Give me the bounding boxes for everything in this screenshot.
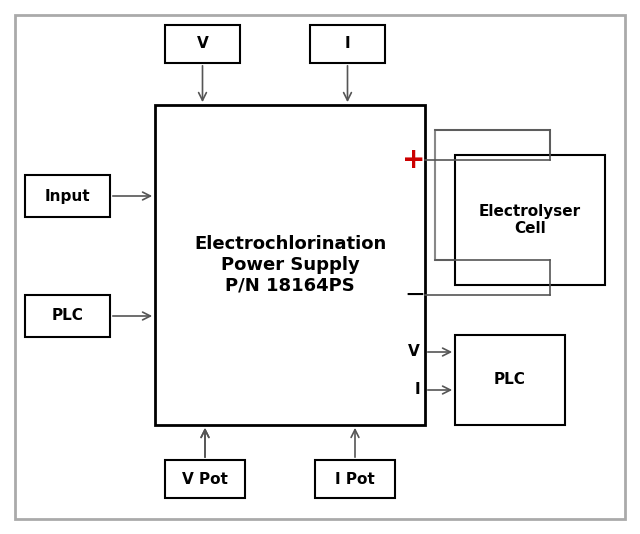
Bar [165,25,240,63]
Text: V: V [408,344,420,359]
Bar [25,175,110,217]
Text: I: I [345,36,350,51]
Text: Electrolyser
Cell: Electrolyser Cell [479,204,581,236]
Text: I: I [414,382,420,397]
Text: +: + [402,146,425,174]
Text: −: − [404,283,425,307]
Text: I Pot: I Pot [335,472,375,486]
Bar [435,130,550,260]
Text: PLC: PLC [52,309,83,324]
Bar [310,25,385,63]
Bar [455,335,565,425]
Text: PLC: PLC [494,373,526,388]
Text: V: V [196,36,209,51]
Bar [155,105,425,425]
Bar [315,460,395,498]
Bar [455,155,605,285]
Text: V Pot: V Pot [182,472,228,486]
Bar [25,295,110,337]
Text: Input: Input [45,189,90,203]
Bar [165,460,245,498]
Text: Electrochlorination
Power Supply
P/N 18164PS: Electrochlorination Power Supply P/N 181… [194,235,386,295]
